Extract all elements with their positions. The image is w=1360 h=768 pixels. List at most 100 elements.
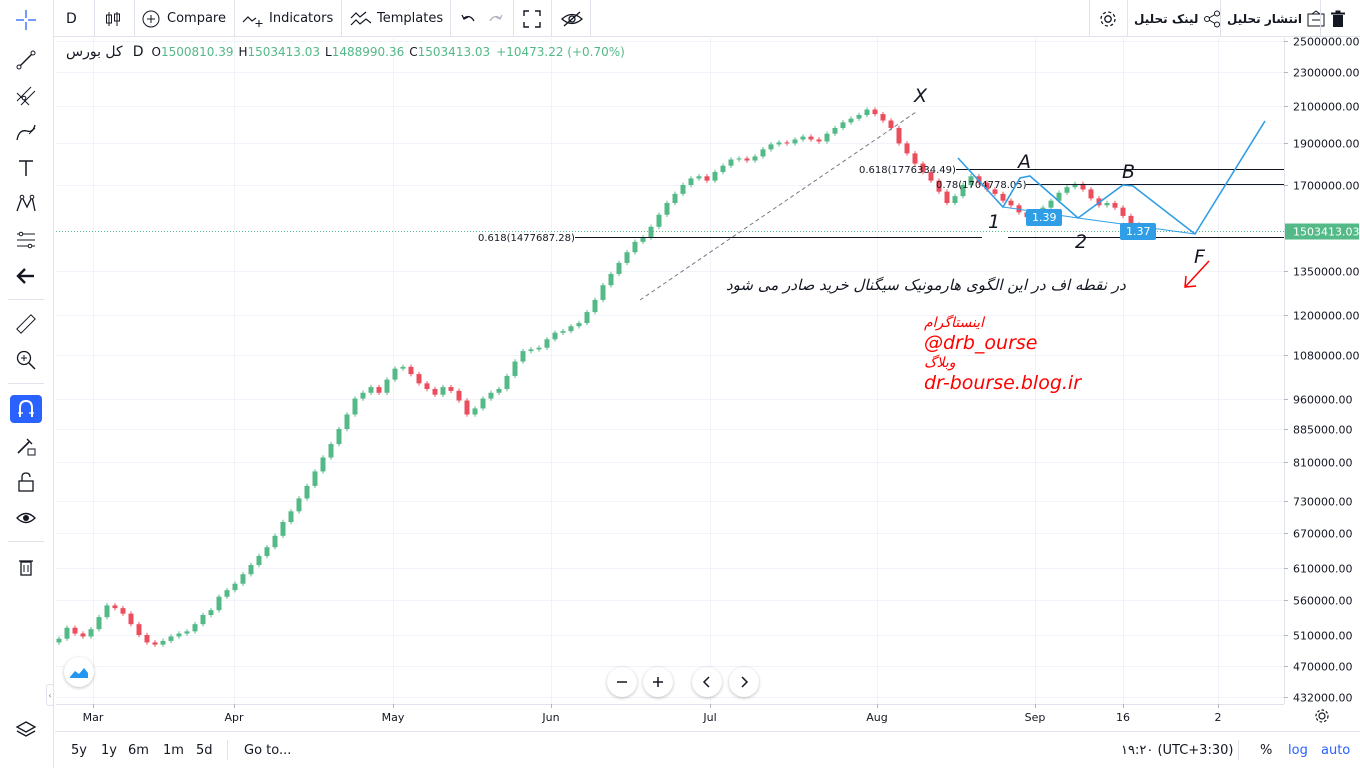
trend-line-icon xyxy=(16,50,36,70)
toolbar-divider xyxy=(8,541,44,542)
stay-drawing-tool[interactable] xyxy=(10,432,42,460)
hide-drawings-button[interactable] xyxy=(560,0,584,37)
range-5d-label: 5d xyxy=(196,742,213,758)
candle-body xyxy=(56,638,62,643)
magnet-tool[interactable] xyxy=(10,395,42,423)
range-5y[interactable]: 5y xyxy=(71,732,87,768)
candle-body xyxy=(512,361,518,376)
interval-selector[interactable]: D xyxy=(66,0,86,37)
eye-crossed-icon xyxy=(561,10,583,27)
candle-body xyxy=(744,158,750,161)
text-tool[interactable] xyxy=(10,154,42,182)
pattern-tool[interactable] xyxy=(10,190,42,218)
candle-body xyxy=(112,605,118,609)
range-5d[interactable]: 5d xyxy=(196,732,213,768)
delete-button[interactable] xyxy=(1330,0,1350,37)
forecast-tool[interactable] xyxy=(10,226,42,254)
undo-icon xyxy=(461,14,475,21)
candle-body xyxy=(792,139,798,144)
indicators-icon xyxy=(242,15,263,27)
candle-body xyxy=(232,583,238,591)
signal-arrow xyxy=(1185,260,1210,287)
candle-body xyxy=(344,414,350,429)
auto-toggle[interactable]: auto xyxy=(1321,732,1350,768)
zoom-out-button[interactable] xyxy=(607,667,637,697)
candle-body xyxy=(1000,193,1006,201)
scroll-right-button[interactable] xyxy=(729,667,759,697)
point-a-label: A xyxy=(1016,151,1031,173)
candle-body xyxy=(976,176,982,183)
time-tick-label: 2 xyxy=(1215,711,1222,724)
candle-body xyxy=(568,326,574,332)
undo-button[interactable] xyxy=(460,0,478,37)
chart-type-button[interactable] xyxy=(104,0,126,37)
candle-body xyxy=(392,368,398,380)
remove-drawings-tool[interactable] xyxy=(10,553,42,581)
scroll-left-button[interactable] xyxy=(692,667,722,697)
object-tree-tool[interactable] xyxy=(10,716,42,744)
lock-tool[interactable] xyxy=(10,468,42,496)
tradingview-logo[interactable] xyxy=(64,657,94,687)
share-link-button[interactable]: لینک تحلیل xyxy=(1134,0,1221,37)
crosshair-tool[interactable] xyxy=(10,6,42,34)
compare-button[interactable]: Compare xyxy=(142,0,226,37)
indicators-button[interactable]: Indicators xyxy=(242,0,333,37)
candle-body xyxy=(960,184,966,197)
log-toggle[interactable]: log xyxy=(1288,732,1308,768)
price-tick-label: 960000.00 xyxy=(1293,394,1353,407)
candle-body xyxy=(368,387,374,393)
candle-body xyxy=(904,143,910,154)
fib-tool[interactable] xyxy=(10,82,42,110)
candle-body xyxy=(576,323,582,327)
range-6m[interactable]: 6m xyxy=(128,732,149,768)
timezone-button[interactable]: ۱۹:۲۰ (UTC+3:30) xyxy=(1121,732,1233,768)
candle-body xyxy=(912,153,918,164)
visibility-tool[interactable] xyxy=(10,504,42,532)
candle-body xyxy=(704,176,710,181)
candle-body xyxy=(712,172,718,181)
candle-body xyxy=(816,139,822,142)
trend-line-tool[interactable] xyxy=(10,46,42,74)
text-icon xyxy=(19,160,33,176)
zoom-in-button[interactable] xyxy=(643,667,673,697)
settings-button[interactable] xyxy=(1098,0,1120,37)
brush-tool[interactable] xyxy=(10,118,42,146)
ruler-tool[interactable] xyxy=(10,310,42,338)
point-2-label: 2 xyxy=(1075,231,1087,253)
drawing-toolbar: ‹ xyxy=(0,0,54,768)
candle-body xyxy=(240,574,246,584)
templates-button[interactable]: Templates xyxy=(350,0,443,37)
time-tick-label: May xyxy=(382,711,405,724)
symbol-name[interactable]: کل بورس xyxy=(66,44,123,60)
price-axis-bg xyxy=(1284,38,1360,704)
range-1y[interactable]: 1y xyxy=(101,732,117,768)
goto-button[interactable]: Go to... xyxy=(244,732,291,768)
publish-button[interactable]: انتشار تحلیل xyxy=(1227,0,1328,37)
fib-label-xa: 0.618(1776334.49) xyxy=(859,165,956,176)
candle-body xyxy=(416,374,422,384)
candle-body xyxy=(400,366,406,369)
back-tool[interactable] xyxy=(10,262,42,290)
redo-button[interactable] xyxy=(488,0,506,37)
toolbar-divider xyxy=(8,299,44,300)
price-tick-label: 1350000.00 xyxy=(1293,266,1359,279)
candle-body xyxy=(448,387,454,391)
candle-body xyxy=(304,485,310,499)
bottom-divider xyxy=(1238,740,1239,760)
collapse-handle[interactable]: ‹ xyxy=(46,684,54,706)
percent-toggle[interactable]: % xyxy=(1260,732,1272,768)
fullscreen-button[interactable] xyxy=(522,0,544,37)
price-tick-label: 510000.00 xyxy=(1293,630,1353,643)
candle-body xyxy=(456,390,462,401)
signal-text: در نقطه اف در این الگوی هارمونیک سیگنال … xyxy=(726,276,1126,294)
timezone-label: ۱۹:۲۰ (UTC+3:30) xyxy=(1121,742,1234,758)
range-1m[interactable]: 1m xyxy=(163,732,184,768)
candle-body xyxy=(384,379,390,393)
candles xyxy=(56,107,1150,647)
last-price-badge xyxy=(1285,223,1359,240)
price-tick-label: 610000.00 xyxy=(1293,563,1353,576)
fib-label-ab: 0.78(1704778.05) xyxy=(936,180,1027,191)
candle-body xyxy=(192,624,198,632)
zoom-tool[interactable] xyxy=(10,346,42,374)
